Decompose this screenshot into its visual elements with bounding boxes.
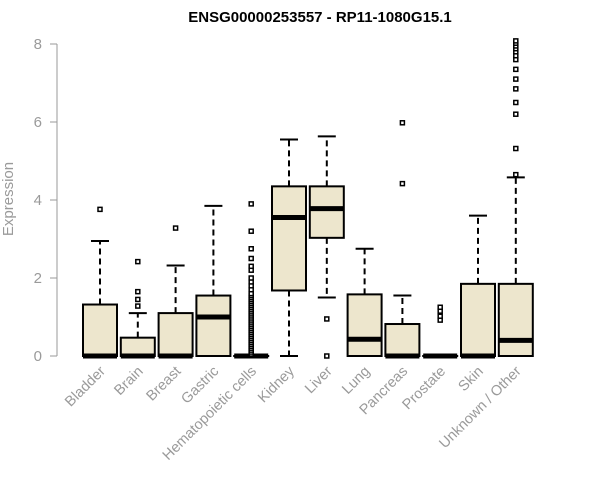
chart-title: ENSG00000253557 - RP11-1080G15.1 xyxy=(188,9,452,26)
box-iqr xyxy=(82,303,118,357)
outlier-point xyxy=(172,225,179,231)
outlier-point xyxy=(248,246,254,252)
box-lung xyxy=(346,247,383,358)
outlier-point xyxy=(248,275,254,281)
x-tick-label: Breast xyxy=(143,364,184,405)
x-tick-label: Bladder xyxy=(62,363,109,410)
box-iqr xyxy=(346,293,383,358)
x-tick-label: Kidney xyxy=(255,363,298,406)
box-iqr xyxy=(460,282,496,358)
y-axis: 0 2 4 6 8 xyxy=(34,36,58,365)
box-series xyxy=(82,38,534,359)
box-pancreas xyxy=(384,120,421,359)
y-tick-label: 2 xyxy=(34,270,42,287)
box-skin xyxy=(460,214,496,359)
box-breast xyxy=(157,225,194,359)
outlier-point xyxy=(248,228,254,234)
y-tick-label: 0 xyxy=(34,348,42,365)
x-tick-label: Liver xyxy=(302,363,336,397)
box-iqr xyxy=(384,323,421,357)
outlier-point xyxy=(513,66,519,73)
outlier-point xyxy=(248,255,254,262)
outlier-point xyxy=(513,145,519,152)
x-tick-label: Brain xyxy=(111,364,146,399)
outlier-point xyxy=(437,313,443,319)
box-prostate xyxy=(422,304,459,359)
box-gastric xyxy=(195,204,232,357)
outlier-point xyxy=(324,353,330,359)
box-brain xyxy=(119,258,156,359)
outlier-point xyxy=(399,180,406,187)
outlier-point xyxy=(248,201,254,207)
outlier-point xyxy=(135,303,141,309)
y-tick-label: 4 xyxy=(34,192,42,209)
y-axis-label: Expression xyxy=(0,162,17,236)
box-iqr xyxy=(308,185,345,239)
box-iqr xyxy=(497,282,534,358)
outlier-point xyxy=(513,171,519,178)
y-tick-label: 8 xyxy=(34,36,42,53)
outlier-point xyxy=(399,120,406,126)
box-unknown-other xyxy=(497,38,534,358)
outlier-point xyxy=(513,86,519,92)
outlier-point xyxy=(437,304,443,310)
outlier-point xyxy=(513,99,519,106)
box-iqr xyxy=(271,185,307,292)
outlier-point xyxy=(513,111,519,117)
box-liver xyxy=(308,135,345,359)
outlier-point xyxy=(513,38,519,44)
box-iqr xyxy=(195,294,232,357)
y-tick-label: 6 xyxy=(34,114,42,131)
outlier-point xyxy=(135,258,141,265)
outlier-point xyxy=(513,76,519,82)
x-tick-label: Lung xyxy=(339,364,373,398)
outlier-point xyxy=(135,288,141,295)
box-iqr xyxy=(157,312,194,358)
x-tick-label: Skin xyxy=(456,364,487,395)
box-bladder xyxy=(82,206,118,359)
box-kidney xyxy=(271,138,307,357)
outlier-point xyxy=(135,296,141,303)
box-iqr xyxy=(119,336,156,358)
outlier-point xyxy=(97,206,103,213)
box-hematopoietic-cells xyxy=(233,201,270,359)
outlier-point xyxy=(324,316,330,322)
outlier-point xyxy=(248,263,254,270)
